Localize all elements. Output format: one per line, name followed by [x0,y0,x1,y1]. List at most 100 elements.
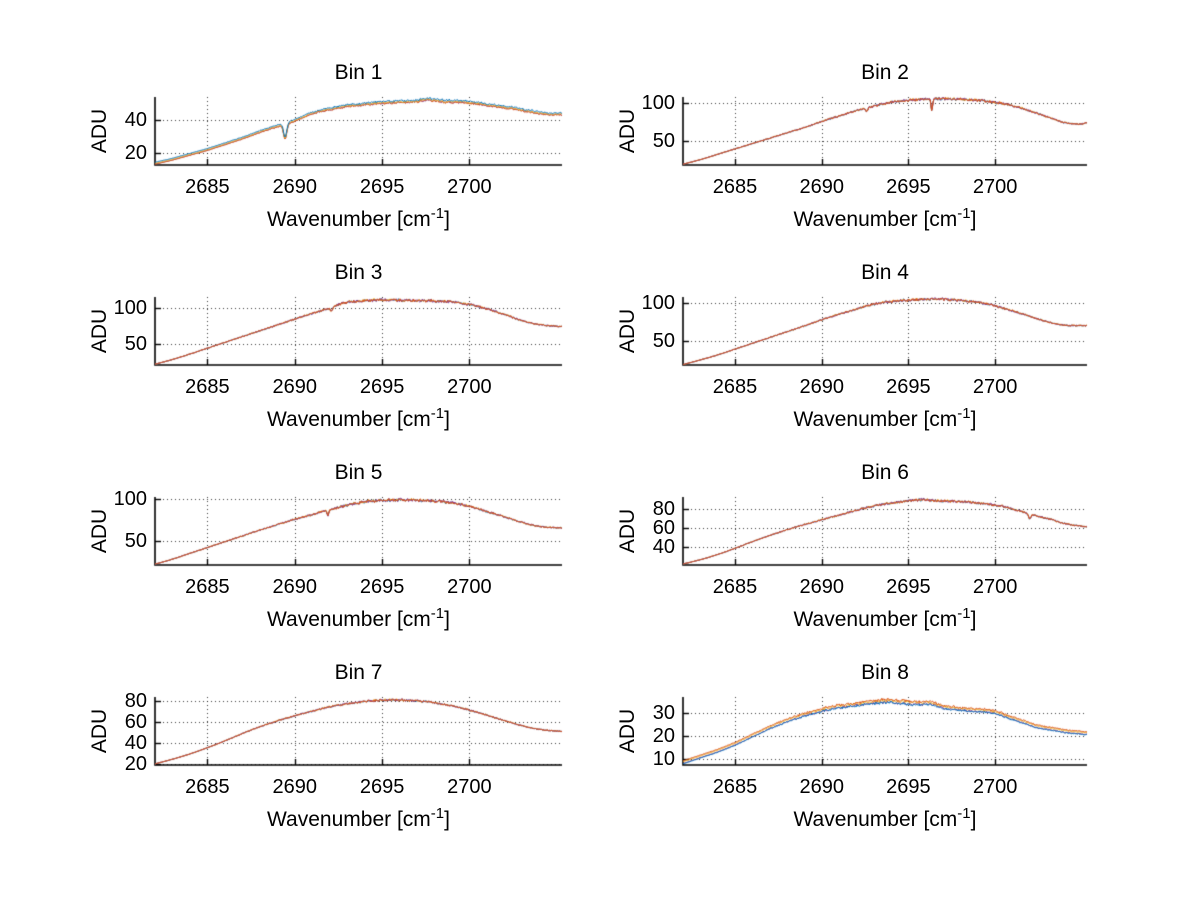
x-axis-label-text: Wavenumber [cm [793,208,958,231]
y-tick-label: 20 [124,141,147,164]
x-axis-label-bracket: ] [970,608,977,631]
x-axis-label-bracket: ] [970,408,977,431]
plot-area-bin-4 [673,287,1097,375]
x-axis-label-bracket: ] [444,608,450,631]
x-tick-label: 2695 [886,776,931,798]
x-axis-label-text: Wavenumber [cm [793,408,958,431]
x-axis-label-superscript: -1 [430,605,445,622]
x-tick-label: 2695 [886,176,931,198]
y-tick-label: 100 [641,92,675,115]
y-tick-label: 40 [652,535,675,558]
x-tick-label: 2685 [185,776,230,798]
x-tick-label: 2700 [447,376,492,398]
x-axis-label-superscript: -1 [430,205,445,222]
x-tick-label: 2700 [972,776,1018,798]
plot-title: Bin 3 [334,261,383,284]
y-tick-label: 50 [124,529,147,552]
x-tick-label: 2690 [799,176,844,198]
x-tick-label: 2695 [359,176,405,198]
x-tick-label: 2700 [447,176,492,198]
x-axis-label-superscript: -1 [957,205,971,222]
x-axis-label: Wavenumber [cm-1] [683,405,1087,432]
x-tick-label: 2695 [359,376,405,398]
subplot-bin-3: Bin 3 ADU Wavenumber [cm-1] 2685 2690 2695… [25,249,602,431]
x-axis-label-text: Wavenumber [cm [793,608,958,631]
x-tick-label: 2695 [359,576,405,598]
x-tick-label: 2685 [185,576,230,598]
y-tick-label: 40 [124,732,147,755]
y-tick-label: 100 [113,488,147,511]
x-axis-label: Wavenumber [cm-1] [155,805,562,832]
subplot-bin-2: Bin 2 ADU Wavenumber [cm-1] 2685 2690 2695… [553,49,1127,232]
x-tick-label: 2695 [886,576,931,598]
x-axis-label: Wavenumber [cm-1] [155,605,562,632]
y-tick-label: 100 [641,291,675,314]
x-tick-label: 2700 [447,576,492,598]
plot-area-bin-2 [673,87,1097,175]
x-axis-label: Wavenumber [cm-1] [683,205,1087,232]
plot-area-bin-1 [145,87,572,175]
x-tick-label: 2685 [712,776,758,798]
x-axis-label-text: Wavenumber [cm [267,408,431,431]
x-axis-label-bracket: ] [444,808,450,831]
x-axis-label-bracket: ] [444,208,450,231]
x-tick-label: 2690 [799,776,844,798]
x-tick-label: 2690 [272,376,317,398]
y-tick-label: 20 [652,724,675,747]
plot-area-bin-7 [145,687,572,775]
subplot-bin-8: Bin 8 ADU Wavenumber [cm-1] 2685 2690 2695… [553,649,1127,832]
subplot-bin-7: Bin 7 ADU Wavenumber [cm-1] 2685 2690 2695… [25,649,602,832]
x-axis-label-superscript: -1 [430,405,445,422]
x-tick-label: 2690 [272,176,317,198]
subplot-bin-1: Bin 1 ADU Wavenumber [cm-1] 2685 2690 2695… [25,49,602,232]
y-tick-label: 80 [124,690,147,713]
plot-title: Bin 1 [334,61,383,84]
x-axis-label-superscript: -1 [957,405,971,422]
plot-title: Bin 8 [861,661,909,684]
y-tick-label: 50 [652,130,675,153]
x-tick-label: 2700 [447,776,492,798]
x-axis-label-text: Wavenumber [cm [793,808,958,831]
plot-area-bin-3 [145,287,572,375]
y-tick-label: 50 [124,332,147,355]
x-tick-label: 2685 [712,176,758,198]
x-tick-label: 2685 [712,576,758,598]
y-tick-label: 40 [124,109,147,132]
x-axis-label-text: Wavenumber [cm [267,208,431,231]
y-tick-label: 10 [652,748,675,771]
x-axis-label-superscript: -1 [957,805,971,822]
y-tick-label: 100 [113,296,147,319]
x-axis-label-text: Wavenumber [cm [267,808,431,831]
x-tick-label: 2690 [799,376,844,398]
x-axis-label-bracket: ] [970,208,977,231]
x-tick-label: 2685 [712,376,758,398]
x-tick-label: 2685 [185,376,230,398]
subplot-bin-5: Bin 5 ADU Wavenumber [cm-1] 2685 2690 2695… [25,449,602,632]
x-tick-label: 2690 [272,576,317,598]
x-tick-label: 2700 [972,176,1018,198]
subplot-bin-6: Bin 6 ADU Wavenumber [cm-1] 2685 2690 2695… [553,449,1127,632]
y-tick-label: 20 [124,752,147,775]
plot-title: Bin 4 [861,261,909,284]
x-tick-label: 2695 [359,776,405,798]
subplot-bin-4: Bin 4 ADU Wavenumber [cm-1] 2685 2690 2695… [553,249,1127,432]
x-axis-label-text: Wavenumber [cm [267,608,431,631]
x-tick-label: 2700 [972,376,1018,398]
x-axis-label-superscript: -1 [957,605,971,622]
plot-area-bin-8 [673,687,1097,775]
y-tick-label: 60 [124,711,147,734]
x-tick-label: 2690 [272,776,317,798]
plot-area-bin-5 [145,487,572,575]
x-tick-label: 2700 [972,576,1018,598]
x-axis-label: Wavenumber [cm-1] [683,805,1087,832]
x-axis-label: Wavenumber [cm-1] [155,205,562,232]
x-axis-label-bracket: ] [970,808,977,831]
x-axis-label: Wavenumber [cm-1] [683,605,1087,632]
plot-title: Bin 5 [334,461,383,484]
plot-title: Bin 2 [861,61,909,84]
y-tick-label: 30 [652,701,675,724]
x-tick-label: 2690 [799,576,844,598]
y-tick-label: 80 [652,497,675,520]
plot-area-bin-6 [673,487,1097,575]
